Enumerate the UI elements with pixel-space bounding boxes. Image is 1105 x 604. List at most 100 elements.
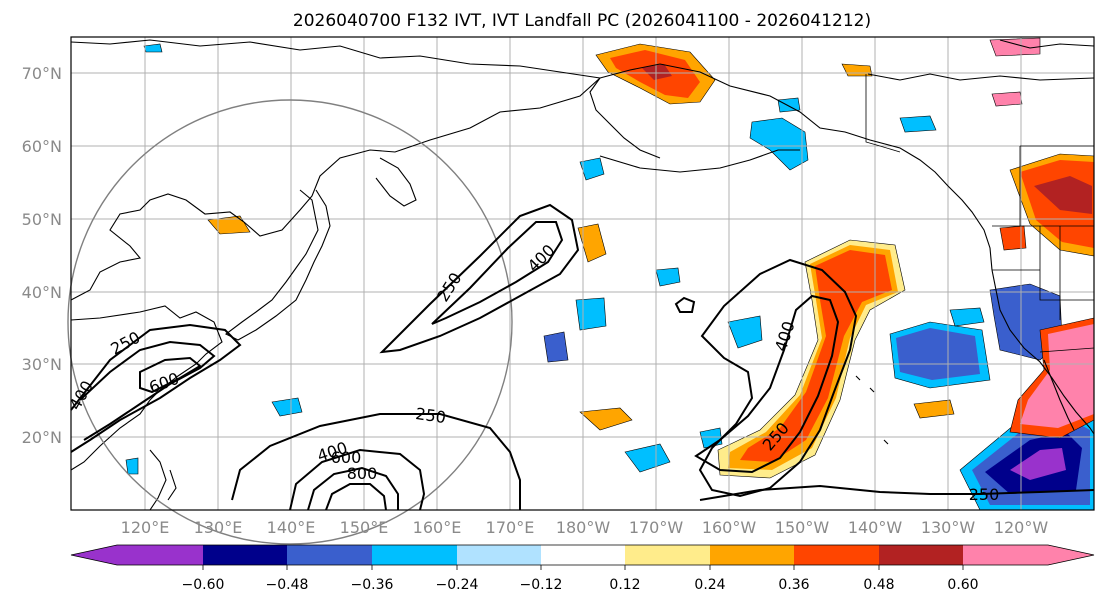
colorbar-swatch-7	[625, 545, 710, 565]
lon-label-130e: 130°E	[194, 518, 243, 537]
contour-south-250	[231, 413, 521, 510]
anomaly-small-positive-5	[913, 399, 955, 419]
anomaly-subtrop-negative-1	[727, 315, 763, 349]
anomaly-plume-core	[740, 250, 892, 462]
lon-label-170e: 170°E	[486, 518, 535, 537]
coastline-siberia-north	[70, 39, 601, 79]
anomaly-alaska-peak	[642, 64, 672, 80]
colorbar-tick-labels: −0.60 −0.48 −0.36 −0.24 −0.12 0.12 0.24 …	[182, 577, 979, 593]
lat-label-60: 60°N	[22, 137, 62, 156]
colorbar	[70, 544, 1095, 566]
lon-label-140w: 140°W	[848, 518, 903, 537]
coastline-canada-arctic-2	[999, 39, 1095, 49]
lon-label-130w: 130°W	[921, 518, 976, 537]
anomaly-subtrop-negative-2	[575, 297, 607, 331]
colorbar-tick-1: −0.60	[182, 577, 225, 593]
borders	[865, 74, 1095, 353]
ivt-contours	[70, 203, 1095, 511]
colorbar-tick-8: 0.36	[778, 577, 809, 593]
colorbar-tick-4: −0.24	[436, 577, 479, 593]
anomaly-gulf-negative-1	[749, 117, 809, 171]
coastline-philippines	[149, 449, 177, 511]
colorbar-tick-6: 0.12	[609, 577, 640, 593]
lat-label-50: 50°N	[22, 210, 62, 229]
lat-label-40: 40°N	[22, 283, 62, 302]
colorbar-tick-2: −0.48	[266, 577, 309, 593]
lon-label-140e: 140°E	[267, 518, 316, 537]
lon-label-150e: 150°E	[340, 518, 389, 537]
colorbar-tick-7: 0.24	[694, 577, 725, 593]
coastline-korea-china	[70, 305, 223, 471]
colorbar-extend-low	[71, 545, 117, 565]
contour-mid-250	[379, 203, 580, 354]
lon-label-150w: 150°W	[775, 518, 830, 537]
contour-mid-400	[431, 221, 564, 325]
anomaly-small-positive-2	[579, 407, 633, 431]
coastline-kamchatka	[375, 157, 417, 207]
colorbar-tick-9: 0.48	[863, 577, 894, 593]
contour-west-400	[79, 340, 216, 441]
colorbar-swatch-10	[879, 545, 963, 565]
lon-label-120e: 120°E	[121, 518, 170, 537]
contour-east-250	[698, 258, 858, 498]
anomaly-right-positive	[989, 37, 1041, 57]
lon-label-120w: 120°W	[994, 518, 1049, 537]
coastline-alaska	[599, 63, 993, 271]
lat-label-20: 20°N	[22, 428, 62, 447]
anomaly-subtrop-negative-3	[543, 331, 569, 363]
colorbar-extend-high	[1048, 545, 1094, 565]
colorbar-swatch-9	[794, 545, 879, 565]
colorbar-swatch-11	[963, 545, 1048, 565]
lon-label-180w: 180°W	[556, 518, 611, 537]
lon-label-160w: 160°W	[702, 518, 757, 537]
anomaly-canada-peak	[1034, 176, 1092, 214]
map-frame	[70, 36, 1095, 511]
latitude-labels: 70°N 60°N 50°N 40°N 30°N 20°N	[22, 64, 62, 447]
coastline-canada-arctic	[867, 73, 1095, 81]
anomaly-bering-negative	[579, 157, 605, 181]
contour-label-h: 600	[331, 448, 362, 467]
lat-label-30: 30°N	[22, 355, 62, 374]
colorbar-tick-10: 0.60	[947, 577, 978, 593]
colorbar-swatch-3	[287, 545, 372, 565]
anomaly-tropical-negative-peak	[1010, 448, 1066, 480]
colorbar-swatch-1	[117, 545, 203, 565]
coastline-north-america-west	[991, 269, 1095, 435]
border-mexico	[1039, 347, 1095, 353]
shaded-anomalies	[125, 37, 1095, 511]
contour-south-400	[289, 448, 426, 511]
anomaly-canada-positive-2	[999, 225, 1027, 251]
anomaly-gulf-negative-3	[899, 115, 937, 133]
contour-label-i: 800	[347, 464, 378, 483]
border-alaska-canada	[865, 74, 901, 153]
coastline-hawaii	[855, 375, 889, 445]
colorbar-swatch-6	[541, 545, 625, 565]
coastline-baja	[1043, 359, 1075, 431]
anomaly-west-negative-2	[125, 457, 139, 475]
contour-southeast-250	[699, 484, 1095, 501]
coastline-aleutians	[599, 149, 800, 173]
anomaly-subtrop-negative-6	[624, 443, 671, 473]
colorbar-swatch-5	[457, 545, 541, 565]
coastline-alaska-west	[589, 77, 661, 159]
contour-small-ring	[674, 296, 696, 313]
map-title: 2026040700 F132 IVT, IVT Landfall PC (20…	[293, 11, 871, 31]
anomaly-wcoast-negative-mid	[896, 328, 980, 380]
lat-label-70: 70°N	[22, 64, 62, 83]
anomaly-california-peak	[1020, 324, 1094, 428]
contour-west-250	[70, 323, 242, 453]
colorbar-swatch-8	[710, 545, 794, 565]
contour-label-l: 250	[969, 485, 1000, 504]
colorbar-tick-5: −0.12	[520, 577, 563, 593]
contour-east-400	[694, 294, 840, 474]
lon-label-170w: 170°W	[629, 518, 684, 537]
map-panel: 250 400 600 250 400 250 400 600 800 400 …	[65, 36, 1095, 545]
coastline-asia-east	[70, 77, 601, 301]
anomaly-coast-negative-3	[949, 307, 985, 327]
anomaly-subtrop-negative-4	[655, 267, 681, 287]
contour-south-800	[325, 483, 387, 511]
contour-label-f: 250	[414, 404, 447, 427]
anomaly-west-negative	[271, 397, 303, 417]
contour-west-600	[139, 356, 202, 394]
